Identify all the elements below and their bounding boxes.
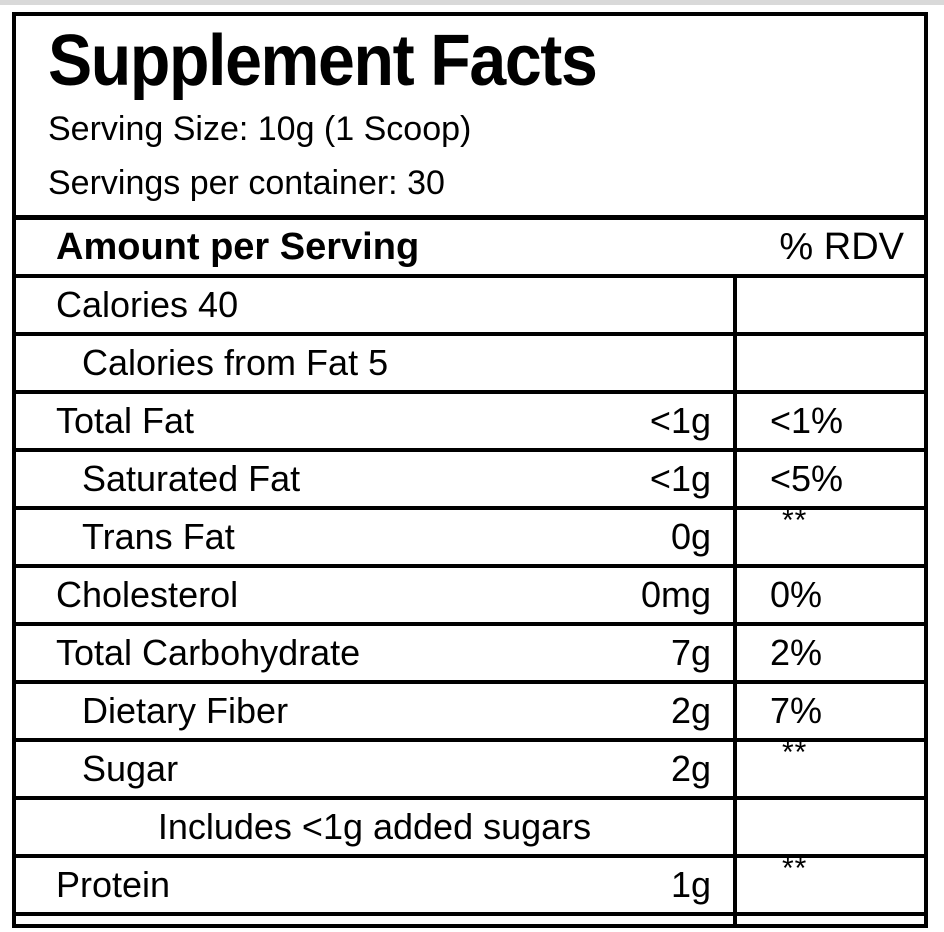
nutrient-value-protein: 1g xyxy=(554,854,735,914)
nutrient-rdv-vitamin-c: 34% xyxy=(733,912,924,924)
table-row: Saturated Fat <1g <5% xyxy=(16,448,924,508)
table-row: Calories from Fat 5 xyxy=(16,332,924,392)
scan-edge-band xyxy=(0,0,944,5)
nutrient-rdv-calories xyxy=(733,274,924,334)
footnote-marker: ** xyxy=(782,736,808,769)
nutrient-label-trans-fat: Trans Fat xyxy=(16,506,554,566)
table-header-row: Amount per Serving % RDV xyxy=(16,220,924,276)
nutrient-label-calories: Calories 40 xyxy=(16,274,735,334)
nutrient-value-vitamin-c: 30mg xyxy=(554,912,735,924)
table-row: Protein 1g ** xyxy=(16,852,924,914)
nutrient-rdv-sugar: ** xyxy=(733,736,924,798)
table-row: Total Fat <1g <1% xyxy=(16,390,924,450)
nutrient-label-total-fat: Total Fat xyxy=(16,390,554,450)
footnote-marker: ** xyxy=(782,504,808,537)
amount-per-serving-header: Amount per Serving xyxy=(56,225,420,268)
label-header-block: Supplement Facts Serving Size: 10g (1 Sc… xyxy=(16,22,924,206)
supplement-facts-panel: Supplement Facts Serving Size: 10g (1 Sc… xyxy=(12,12,928,928)
nutrient-label-dietary-fiber: Dietary Fiber xyxy=(16,680,554,740)
nutrient-value-trans-fat: 0g xyxy=(554,506,735,566)
nutrient-rdv-calories-from-fat xyxy=(733,332,924,392)
nutrient-rdv-protein: ** xyxy=(733,852,924,914)
nutrient-value-total-fat: <1g xyxy=(554,390,735,450)
nutrient-label-calories-from-fat: Calories from Fat 5 xyxy=(16,332,735,392)
nutrient-value-saturated-fat: <1g xyxy=(554,448,735,508)
nutrient-label-added-sugars: Includes <1g added sugars xyxy=(16,796,735,856)
nutrient-label-total-carbohydrate: Total Carbohydrate xyxy=(16,622,554,682)
footnote-marker: ** xyxy=(782,852,808,885)
nutrient-value-dietary-fiber: 2g xyxy=(554,680,735,740)
table-row: Trans Fat 0g ** xyxy=(16,504,924,566)
nutrient-rdv-total-carbohydrate: 2% xyxy=(733,622,924,682)
page-title: Supplement Facts xyxy=(48,21,598,101)
nutrient-label-vitamin-c: Vitamin C xyxy=(16,912,554,924)
table-row: Cholesterol 0mg 0% xyxy=(16,564,924,624)
rdv-column-header: % RDV xyxy=(779,225,904,268)
table-body: Amount per Serving % RDV Calories 40 Cal… xyxy=(16,220,924,924)
nutrient-label-sugar: Sugar xyxy=(16,738,554,798)
nutrient-label-protein: Protein xyxy=(16,854,554,914)
nutrient-rdv-saturated-fat: <5% xyxy=(733,448,924,508)
table-row: Calories 40 xyxy=(16,274,924,334)
nutrient-value-total-carbohydrate: 7g xyxy=(554,622,735,682)
nutrient-rdv-cholesterol: 0% xyxy=(733,564,924,624)
table-row: Sugar 2g ** xyxy=(16,736,924,798)
nutrient-value-sugar: 2g xyxy=(554,738,735,798)
nutrient-value-cholesterol: 0mg xyxy=(554,564,735,624)
servings-per-container-text: Servings per container: 30 xyxy=(48,164,445,202)
nutrient-label-saturated-fat: Saturated Fat xyxy=(16,448,554,508)
nutrient-label-cholesterol: Cholesterol xyxy=(16,564,554,624)
table-row: Dietary Fiber 2g 7% xyxy=(16,680,924,740)
nutrient-rdv-dietary-fiber: 7% xyxy=(733,680,924,740)
header-divider-thick xyxy=(16,215,924,220)
serving-size-text: Serving Size: 10g (1 Scoop) xyxy=(48,110,472,148)
nutrient-rdv-trans-fat: ** xyxy=(733,504,924,566)
table-row: Vitamin C 30mg 34% xyxy=(16,912,924,924)
table-row: Includes <1g added sugars xyxy=(16,796,924,856)
nutrient-rdv-added-sugars xyxy=(733,796,924,856)
table-row: Total Carbohydrate 7g 2% xyxy=(16,622,924,682)
nutrition-facts-table: Amount per Serving % RDV Calories 40 Cal… xyxy=(16,220,924,924)
nutrient-rdv-total-fat: <1% xyxy=(733,390,924,450)
